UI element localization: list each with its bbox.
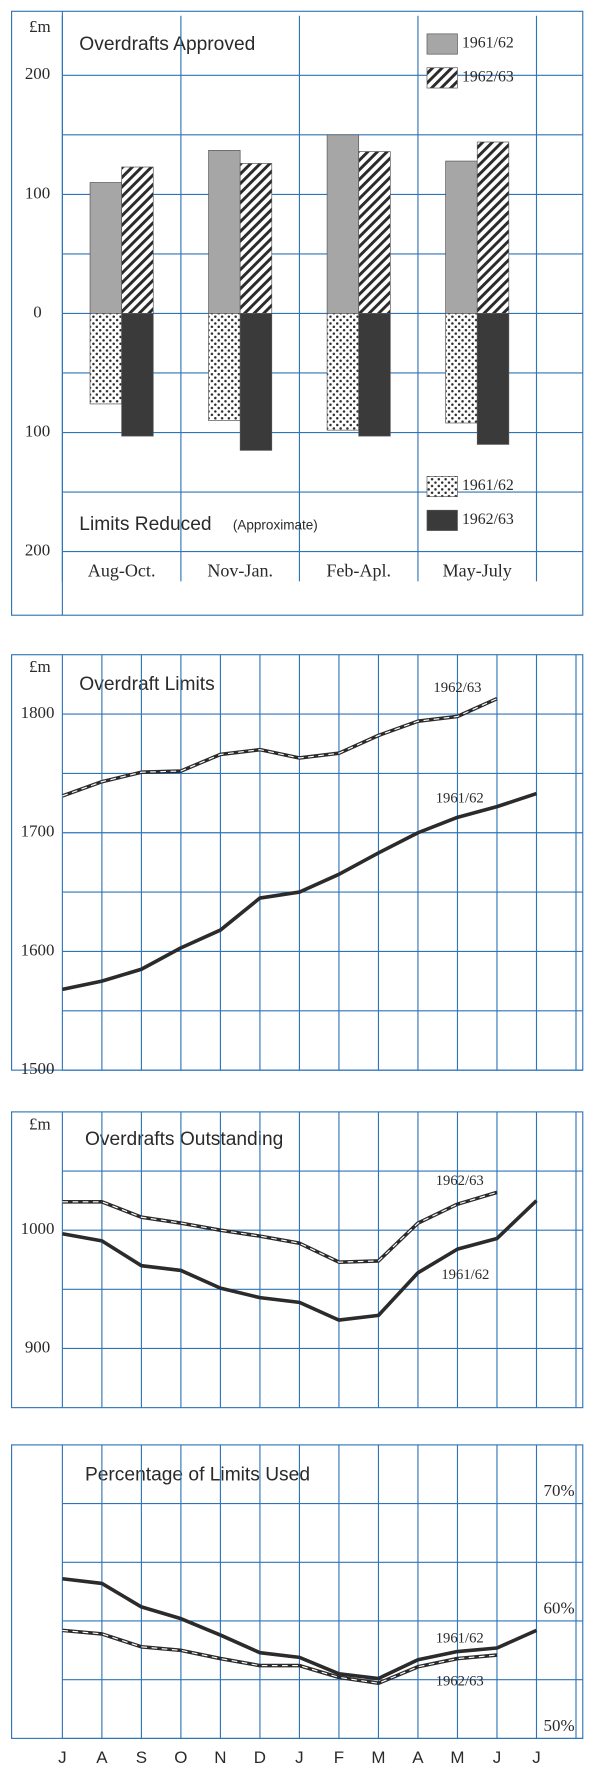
x-tick-label: J <box>532 1748 540 1767</box>
y-tick-label: 70% <box>544 1481 575 1500</box>
chart-title: Percentage of Limits Used <box>85 1464 310 1485</box>
chart-subtitle: Limits Reduced <box>79 514 211 535</box>
x-tick-label: O <box>174 1748 187 1767</box>
x-tick-label: N <box>214 1748 226 1767</box>
x-tick-label: J <box>493 1748 501 1767</box>
y-tick-label: 100 <box>25 183 50 202</box>
series-line <box>62 1576 538 1681</box>
chart-title: Overdraft Limits <box>79 674 214 695</box>
annotation: (Approximate) <box>233 518 318 533</box>
y-axis-label: £m <box>29 657 51 676</box>
series-line <box>62 1199 538 1322</box>
series-line-highlight <box>62 1191 498 1263</box>
series-line-highlight <box>62 698 498 797</box>
y-tick-label: 0 <box>33 302 41 321</box>
bar <box>239 163 273 314</box>
series-label: 1961/62 <box>436 1630 484 1646</box>
legend-label: 1962/63 <box>462 69 514 86</box>
legend-swatch <box>426 33 458 55</box>
x-tick-label: S <box>136 1748 147 1767</box>
y-tick-label: 50% <box>544 1716 575 1735</box>
series-label: 1961/62 <box>436 791 484 807</box>
y-tick-label: 900 <box>25 1337 50 1356</box>
x-tick-label: May-July <box>443 560 512 580</box>
series-label: 1961/62 <box>441 1267 489 1283</box>
series-line <box>62 791 538 992</box>
bar <box>208 150 241 314</box>
series-line <box>61 696 498 798</box>
y-axis-label: £m <box>29 1114 51 1133</box>
bar <box>89 182 122 314</box>
x-tick-label: A <box>412 1748 424 1767</box>
legend-label: 1961/62 <box>462 477 514 494</box>
bar <box>208 313 241 421</box>
bar <box>476 313 510 445</box>
y-tick-label: 200 <box>25 540 50 559</box>
bar <box>239 313 273 451</box>
bar <box>326 313 360 431</box>
y-tick-label: 1800 <box>21 703 55 722</box>
legend-swatch <box>426 476 458 498</box>
x-tick-label: F <box>334 1748 344 1767</box>
bar <box>121 166 154 314</box>
y-tick-label: 200 <box>25 64 50 83</box>
y-tick-label: 100 <box>25 421 50 440</box>
x-tick-label: J <box>58 1748 66 1767</box>
legend-swatch <box>426 509 458 531</box>
y-axis-label: £m <box>29 17 51 36</box>
x-tick-label: J <box>295 1748 303 1767</box>
y-tick-label: 1700 <box>21 822 55 841</box>
y-tick-label: 1600 <box>21 940 55 959</box>
bar <box>89 313 122 405</box>
x-tick-label: D <box>254 1748 266 1767</box>
legend-swatch <box>426 67 458 89</box>
bar <box>121 313 154 437</box>
y-tick-label: 1500 <box>21 1059 55 1078</box>
y-tick-label: 60% <box>544 1599 575 1618</box>
bar <box>445 313 478 424</box>
x-tick-label: M <box>450 1748 464 1767</box>
series-label: 1962/63 <box>433 680 481 696</box>
legend-label: 1962/63 <box>462 511 514 528</box>
series-label: 1962/63 <box>436 1673 484 1689</box>
chart-title: Overdrafts Approved <box>79 34 255 55</box>
x-tick-label: A <box>96 1748 108 1767</box>
bar <box>445 160 478 314</box>
bar <box>326 134 360 314</box>
panel-frame <box>11 1111 584 1409</box>
bar <box>358 313 391 437</box>
bar <box>476 141 510 314</box>
legend-label: 1961/62 <box>462 35 514 52</box>
chart-title: Overdrafts Outstanding <box>85 1129 283 1150</box>
x-tick-label: Aug-Oct. <box>88 560 156 580</box>
series-line-highlight <box>62 1629 498 1684</box>
y-tick-label: 1000 <box>21 1219 55 1238</box>
bar <box>358 151 391 314</box>
x-tick-label: M <box>371 1748 385 1767</box>
x-tick-label: Nov-Jan. <box>207 560 273 580</box>
series-label: 1962/63 <box>436 1173 484 1189</box>
x-tick-label: Feb-Apl. <box>326 560 391 580</box>
series-line <box>62 1190 498 1264</box>
